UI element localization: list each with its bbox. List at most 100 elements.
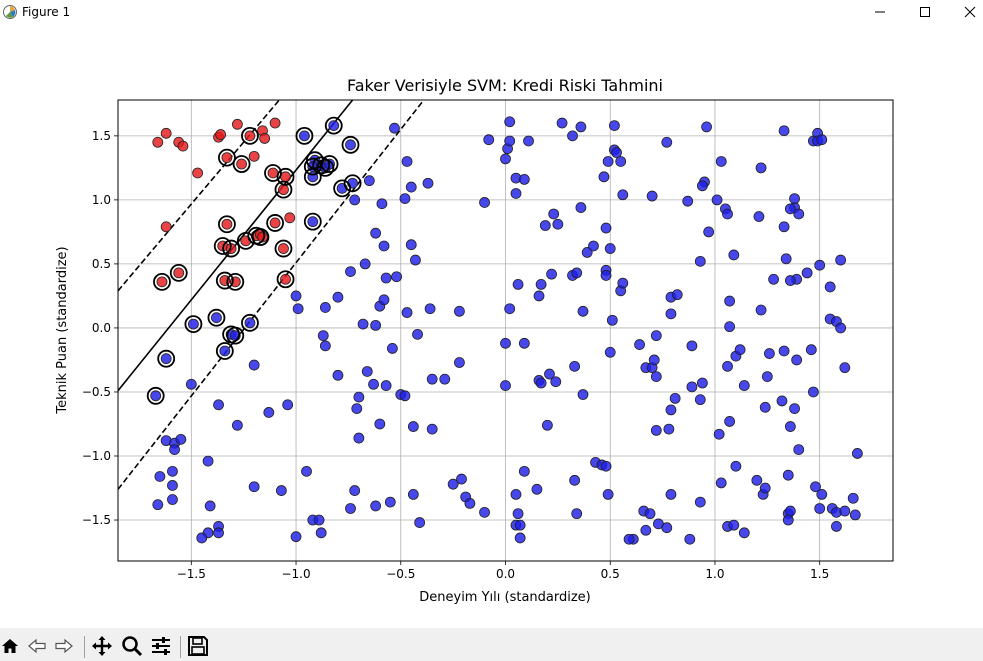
data-point-safe <box>835 254 847 266</box>
data-point-safe <box>378 240 390 252</box>
data-point-safe <box>447 478 459 490</box>
data-point-safe <box>686 381 698 393</box>
x-ticks: −1.5 −1.0 −0.5 0.0 0.5 1.0 1.5 <box>177 561 829 581</box>
matplotlib-icon <box>3 5 17 19</box>
data-point-safe <box>814 259 826 271</box>
data-point-safe <box>784 421 796 432</box>
data-point-safe <box>202 455 214 467</box>
data-point-safe <box>801 267 813 279</box>
data-point-risk <box>177 140 189 152</box>
x-tick-label: 0.5 <box>601 567 620 581</box>
toolbar-separator <box>84 636 85 658</box>
data-point-safe <box>464 497 476 509</box>
data-point-safe <box>353 391 365 403</box>
data-point-safe <box>196 532 208 544</box>
maximize-icon <box>920 7 930 17</box>
data-point-safe <box>290 531 302 543</box>
data-point-safe <box>363 175 375 187</box>
data-point-safe <box>571 508 583 520</box>
data-point-safe <box>154 471 166 482</box>
data-point-safe <box>514 532 526 544</box>
data-point-safe <box>504 303 516 315</box>
data-point-safe <box>715 477 727 489</box>
x-tick-label: −1.0 <box>281 567 310 581</box>
data-point-safe <box>426 423 438 435</box>
data-point-safe <box>410 254 421 266</box>
y-ticks: −1.5 −1.0 −0.5 0.0 0.5 1.0 1.5 <box>82 129 118 527</box>
zoom-button[interactable] <box>121 635 143 657</box>
data-point-safe <box>650 424 662 436</box>
support-vector-ring <box>303 167 322 186</box>
support-vector-ring <box>232 155 251 173</box>
close-button[interactable] <box>947 0 983 24</box>
data-point-safe <box>755 162 767 174</box>
data-point-safe <box>389 122 400 134</box>
home-button[interactable] <box>0 635 21 657</box>
data-point-safe <box>282 399 294 411</box>
data-point-safe <box>353 432 365 444</box>
data-point-safe <box>299 130 310 142</box>
data-point-safe <box>661 522 673 534</box>
data-point-risk <box>221 218 233 230</box>
support-vector-ring <box>207 308 226 327</box>
forward-button[interactable] <box>53 635 75 657</box>
data-point-risk <box>278 184 289 196</box>
data-point-safe <box>152 499 164 511</box>
data-point-safe <box>454 357 465 368</box>
data-point-safe <box>661 136 673 148</box>
data-point-safe <box>380 272 392 284</box>
support-vector-ring <box>324 116 343 135</box>
data-point-safe <box>755 304 767 316</box>
data-point-risk <box>248 150 260 162</box>
grid-lines <box>118 100 893 561</box>
data-point-safe <box>569 474 581 486</box>
data-point-risk <box>192 167 203 179</box>
pan-button[interactable] <box>91 635 113 657</box>
data-point-safe <box>778 345 790 357</box>
data-point-safe <box>263 407 275 418</box>
data-point-safe <box>835 322 847 334</box>
support-vector-ring <box>169 263 188 282</box>
data-point-safe <box>824 281 836 293</box>
data-point-risk <box>259 133 271 144</box>
data-point-safe <box>784 275 796 286</box>
data-point-safe <box>623 533 635 545</box>
data-point-safe <box>644 508 656 520</box>
support-vector-ring <box>146 386 165 405</box>
data-point-safe <box>696 377 708 389</box>
data-point-safe <box>694 496 706 508</box>
data-point-safe <box>512 278 524 290</box>
data-point-safe <box>571 267 583 279</box>
save-button[interactable] <box>187 635 209 657</box>
data-point-safe <box>328 120 340 132</box>
data-point-safe <box>753 211 765 222</box>
data-point-safe <box>422 177 434 189</box>
back-button[interactable] <box>26 635 48 657</box>
data-point-safe <box>665 308 677 320</box>
data-point-safe <box>219 345 231 357</box>
data-point-safe <box>728 519 740 531</box>
data-point-safe <box>686 340 698 352</box>
data-point-safe <box>307 216 319 228</box>
maximize-button[interactable] <box>902 0 948 24</box>
data-point-safe <box>784 505 796 517</box>
minimize-button[interactable] <box>857 0 903 24</box>
figure-canvas[interactable]: −1.5 −1.0 −0.5 0.0 0.5 1.0 1.5 −1.5 −1.0 −0.5 0.0… <box>0 24 983 628</box>
support-vector-ring <box>303 212 322 231</box>
data-point-safe <box>577 305 589 317</box>
data-point-safe <box>724 416 736 427</box>
data-point-safe <box>569 360 581 372</box>
toolbar-separator <box>180 636 181 658</box>
data-point-safe <box>391 271 402 283</box>
support-vector-ring <box>333 179 352 198</box>
data-point-safe <box>600 222 612 234</box>
configure-subplots-button[interactable] <box>150 635 172 657</box>
data-point-safe <box>648 354 660 366</box>
data-point-safe <box>512 508 524 520</box>
support-vector-ring <box>153 272 171 291</box>
data-point-safe <box>374 418 386 430</box>
data-point-safe <box>454 305 465 317</box>
data-point-safe <box>694 394 706 406</box>
data-point-safe <box>414 517 426 528</box>
support-vector-ring <box>251 228 270 246</box>
